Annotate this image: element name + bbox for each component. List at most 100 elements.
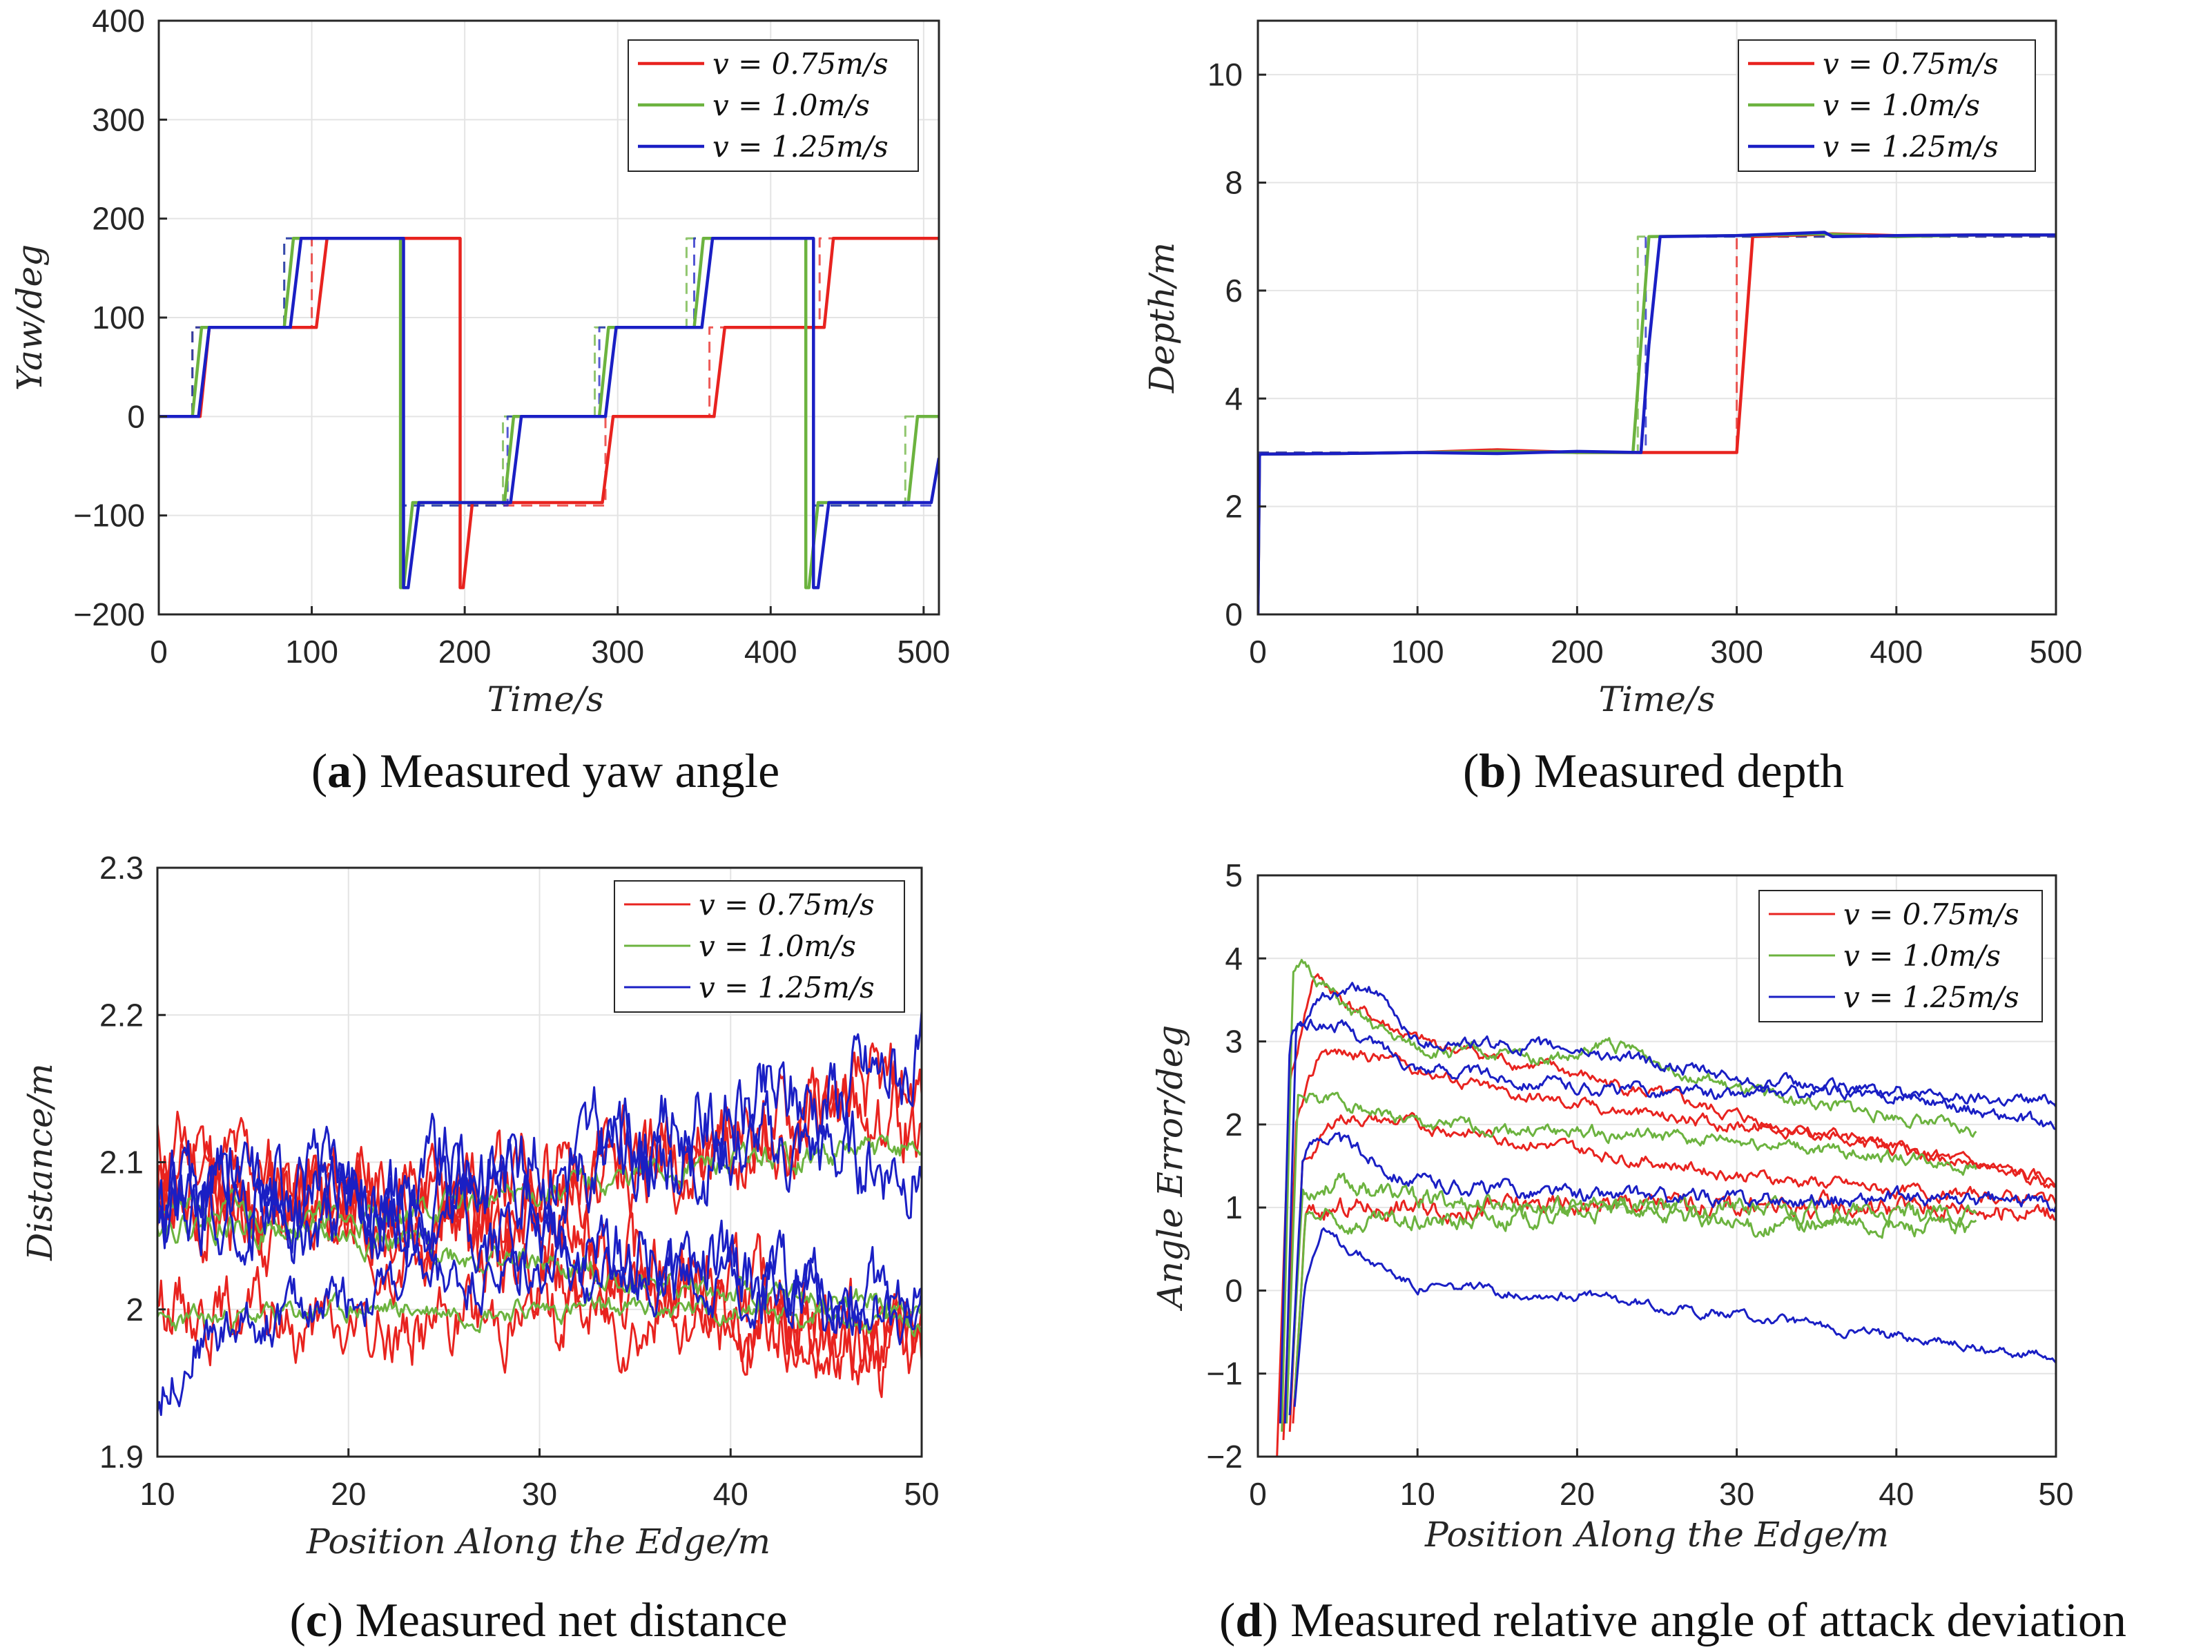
caption-paren-open: ( <box>289 1594 305 1647</box>
legend-label: v = 1.25m/s <box>1823 130 1999 164</box>
series-line-c-2 <box>157 1152 922 1374</box>
caption-paren-open: ( <box>1219 1594 1235 1647</box>
series-line-d-11 <box>1293 1227 2056 1407</box>
caption-paren-close: ) <box>327 1594 343 1647</box>
x-tick-label: 30 <box>1719 1476 1754 1512</box>
x-axis-label: Time/s <box>1599 679 1716 719</box>
x-tick-label: 10 <box>139 1476 175 1512</box>
y-tick-label: 6 <box>1225 273 1243 309</box>
caption-text: Measured depth <box>1522 745 1845 798</box>
legend-label: v = 0.75m/s <box>699 888 875 922</box>
x-tick-label: 200 <box>1551 634 1604 670</box>
x-tick-label: 20 <box>331 1476 366 1512</box>
x-tick-label: 0 <box>1249 1476 1267 1512</box>
x-tick-label: 20 <box>1560 1476 1595 1512</box>
caption-paren-close: ) <box>1262 1594 1278 1647</box>
y-tick-label: 2.2 <box>99 997 144 1033</box>
legend: v = 0.75m/s v = 1.0m/s v = 1.25m/s <box>1738 39 2036 172</box>
y-axis-label: Yaw/deg <box>10 244 50 391</box>
legend-label: v = 1.0m/s <box>712 88 870 122</box>
series-line-c-10 <box>157 1125 922 1345</box>
x-tick-label: 200 <box>438 634 492 670</box>
x-tick-label: 400 <box>744 634 797 670</box>
series-line-a-0 <box>159 237 939 590</box>
series-line-d-10 <box>1288 1131 2056 1415</box>
series-line-c-4 <box>157 1265 922 1386</box>
y-tick-label: 1 <box>1225 1189 1243 1225</box>
legend-label: v = 1.0m/s <box>1843 939 2001 973</box>
series-line-a-2 <box>159 237 939 590</box>
x-tick-label: 40 <box>1879 1476 1914 1512</box>
y-tick-label: 1.9 <box>99 1439 144 1475</box>
plot-area <box>1258 231 2056 614</box>
x-axis-label: Time/s <box>487 679 604 719</box>
y-tick-label: 100 <box>92 300 145 336</box>
series-line-c-11 <box>157 1225 922 1417</box>
caption-letter: c <box>306 1594 327 1647</box>
chart-panel-d: 0 10 20 30 40 50 −2 −1 0 1 2 3 4 5 Position Along the … <box>1150 857 2126 1647</box>
caption-text: Measured yaw angle <box>367 745 779 798</box>
series-line-a-1 <box>159 237 939 590</box>
x-tick-label: 0 <box>1249 634 1267 670</box>
legend-label: v = 1.0m/s <box>1823 88 1980 122</box>
y-tick-label: 400 <box>92 3 145 39</box>
legend-label: v = 1.25m/s <box>1843 980 2019 1014</box>
axes-frame <box>1257 874 2057 1458</box>
y-tick-label: 10 <box>1207 57 1243 93</box>
y-tick-label: 3 <box>1225 1024 1243 1060</box>
axes-frame <box>1257 19 2057 616</box>
x-axis-label: Position Along the Edge/m <box>306 1522 770 1562</box>
y-tick-label: 0 <box>127 398 145 434</box>
series-line-b-2 <box>1258 231 2056 614</box>
y-axis-label: Angle Error/deg <box>1150 1025 1190 1312</box>
caption-paren-open: ( <box>1463 745 1479 798</box>
caption-text: Measured net distance <box>343 1594 787 1647</box>
panel-caption: (a) Measured yaw angle <box>311 745 779 798</box>
series-line-d-7 <box>1293 1196 1977 1399</box>
legend: v = 0.75m/s v = 1.0m/s v = 1.25m/s <box>1758 890 2043 1022</box>
series-line-d-9 <box>1283 1018 2056 1423</box>
y-tick-label: 2 <box>1225 489 1243 525</box>
y-tick-label: 200 <box>92 201 145 237</box>
plot-area <box>159 237 939 590</box>
x-tick-label: 40 <box>713 1476 748 1512</box>
y-tick-label: 2.3 <box>99 850 144 886</box>
legend-box <box>628 39 919 172</box>
legend-label: v = 0.75m/s <box>1823 47 1999 81</box>
legend: v = 0.75m/s v = 1.0m/s v = 1.25m/s <box>614 880 905 1013</box>
legend-label: v = 1.0m/s <box>699 929 856 963</box>
x-tick-label: 500 <box>897 634 950 670</box>
legend-label: v = 0.75m/s <box>1843 897 2019 931</box>
y-tick-label: 2 <box>1225 1107 1243 1143</box>
y-axis-label: Distance/m <box>20 1063 60 1261</box>
legend-label: v = 1.25m/s <box>712 130 889 164</box>
reference-line-a-5 <box>159 237 939 507</box>
panel-caption: (b) Measured depth <box>1463 745 1844 798</box>
x-tick-label: 400 <box>1870 634 1923 670</box>
y-tick-label: 2 <box>126 1292 144 1328</box>
plot-area <box>1276 959 2056 1457</box>
caption-paren-close: ) <box>1506 745 1522 798</box>
y-tick-label: 5 <box>1225 857 1243 893</box>
caption-letter: b <box>1479 745 1506 798</box>
x-tick-label: 50 <box>2038 1476 2073 1512</box>
series-line-d-4 <box>1281 959 1977 1432</box>
chart-panel-b: 0 100 200 300 400 500 0 2 4 6 8 10 Time/s Depth/m v = … <box>1142 19 2082 798</box>
y-tick-label: −1 <box>1207 1356 1243 1392</box>
series-line-d-8 <box>1279 982 2056 1423</box>
x-tick-label: 300 <box>591 634 644 670</box>
caption-paren-open: ( <box>311 745 327 798</box>
chart-panel-a: 0 100 200 300 400 500 −200 −100 0 100 200 300 400 Tim… <box>10 3 950 798</box>
y-tick-label: 4 <box>1225 940 1243 976</box>
legend-label: v = 1.25m/s <box>699 971 875 1004</box>
panel-caption: (c) Measured net distance <box>289 1594 787 1647</box>
y-tick-label: 2.1 <box>99 1145 144 1180</box>
caption-letter: a <box>327 745 351 798</box>
x-tick-label: 0 <box>150 634 168 670</box>
series-line-d-5 <box>1286 1091 1977 1423</box>
x-tick-label: 50 <box>904 1476 939 1512</box>
x-tick-label: 30 <box>522 1476 557 1512</box>
legend-label: v = 0.75m/s <box>712 47 889 81</box>
y-tick-label: 0 <box>1225 596 1243 632</box>
